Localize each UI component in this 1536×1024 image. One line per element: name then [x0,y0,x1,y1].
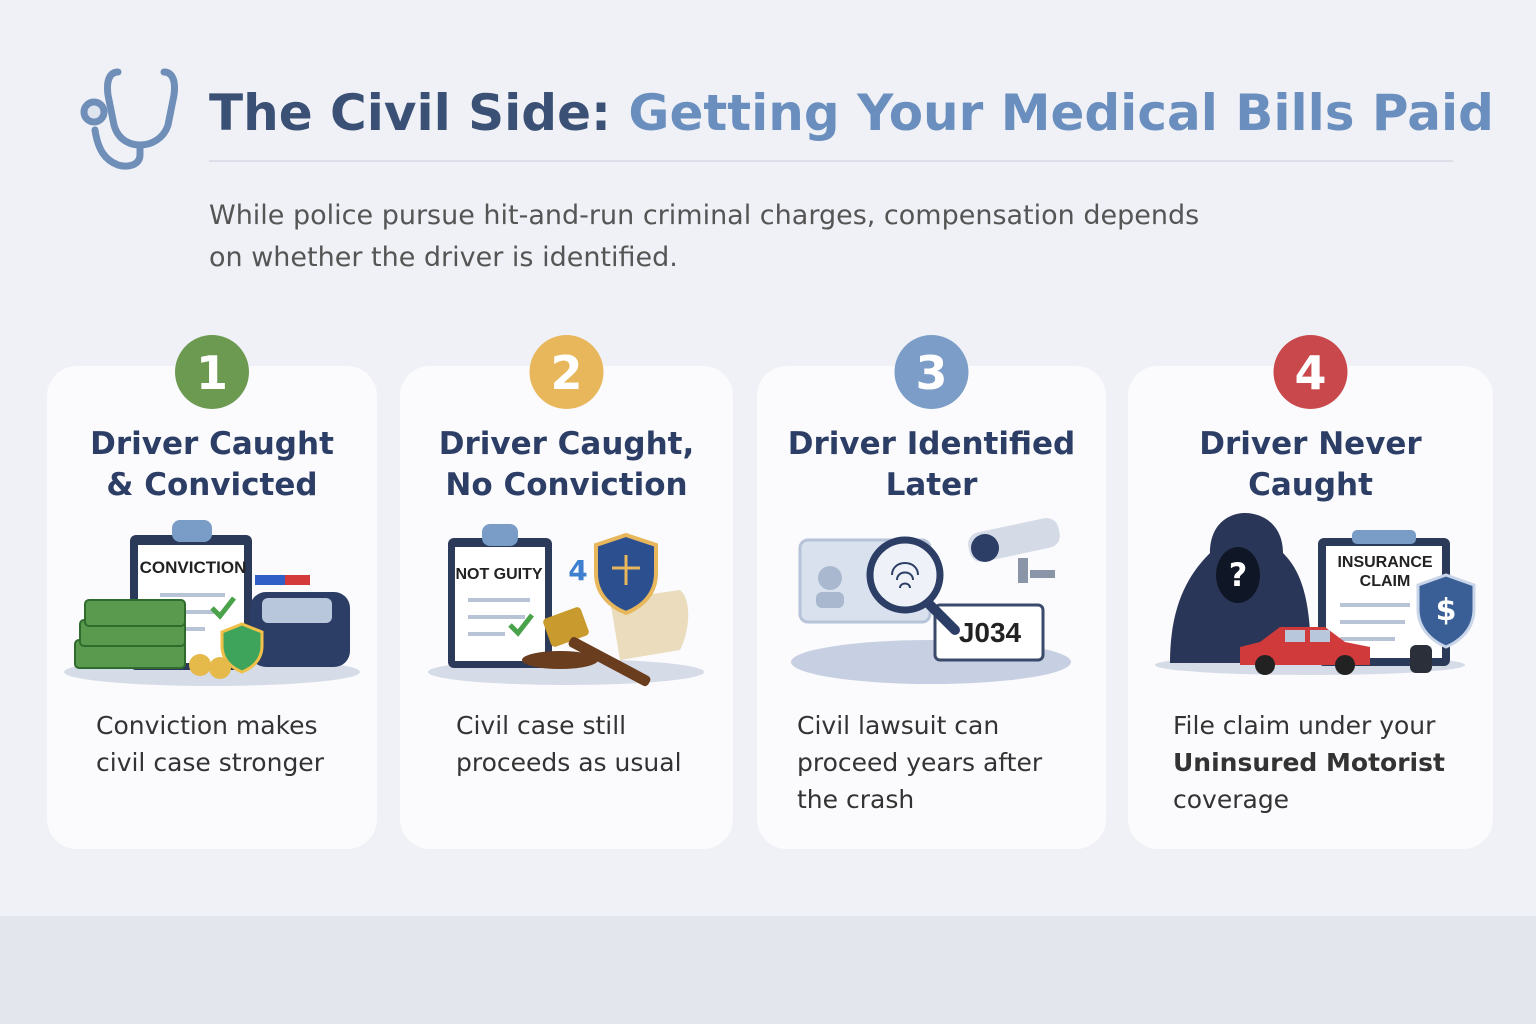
illustration-conviction: CONVICTION [64,520,360,686]
illustrations: CONVICTION NOT GUITY 4 [64,513,1476,687]
card-description: Civil case still [456,711,626,740]
title-dark: The Civil Side: [209,84,611,142]
illustration-identified-later: J034 [791,517,1071,684]
description-emphasis: Uninsured Motorist [1173,748,1445,777]
illustration-label: CONVICTION [140,558,247,577]
card-description: proceeds as usual [456,748,682,777]
card: 2 Driver Caught, No Conviction Civil case s… [400,335,733,849]
illustration-label: 4 [568,554,587,587]
card-title: Driver Never [1199,426,1422,462]
subtitle: While police pursue hit-and-run criminal… [209,200,1199,231]
card: 4 Driver Never Caught File claim under your… [1128,335,1493,849]
card-description: File claim under your [1173,711,1436,740]
step-badge [175,335,249,409]
card-description: proceed years after [797,748,1043,777]
illustration-label: INSURANCE [1337,554,1432,571]
illustration-label: ? [1229,556,1248,594]
card-description: Conviction makes [96,711,318,740]
card-description: the crash [797,785,914,814]
illustration-never-caught: INSURANCE CLAIM $ ? [1155,513,1476,675]
card-box [400,366,733,849]
card-description: Civil lawsuit can [797,711,999,740]
dollar-icon: $ [1436,593,1457,628]
step-number: 1 [196,346,228,400]
card-title: Later [886,467,979,503]
footer-band [0,916,1536,1024]
card-title: Driver Caught, [439,426,695,462]
card-title: & Convicted [106,467,317,503]
step-number: 2 [550,346,582,400]
step-badge [1273,335,1348,409]
illustration-label: CLAIM [1360,573,1411,590]
stethoscope-icon [80,68,178,170]
card-box [1128,366,1493,849]
card-title: No Conviction [445,467,687,503]
illustration-label: J034 [959,617,1022,648]
step-badge [529,335,604,409]
illustration-no-conviction: NOT GUITY 4 [428,524,704,687]
illustration-label: NOT GUITY [455,566,542,583]
step-badge [894,335,969,409]
card-description: coverage [1173,785,1289,814]
header-title: The Civil Side: Getting Your Medical Bil… [209,84,1494,142]
title-accent: Getting Your Medical Bills Paid [628,84,1494,142]
card-title: Driver Caught [90,426,334,462]
card-description: civil case stronger [96,748,325,777]
card-title: Caught [1248,467,1373,503]
step-number: 4 [1294,346,1326,400]
subtitle: on whether the driver is identified. [209,242,678,273]
step-number: 3 [915,346,947,400]
card-title: Driver Identified [788,426,1075,462]
